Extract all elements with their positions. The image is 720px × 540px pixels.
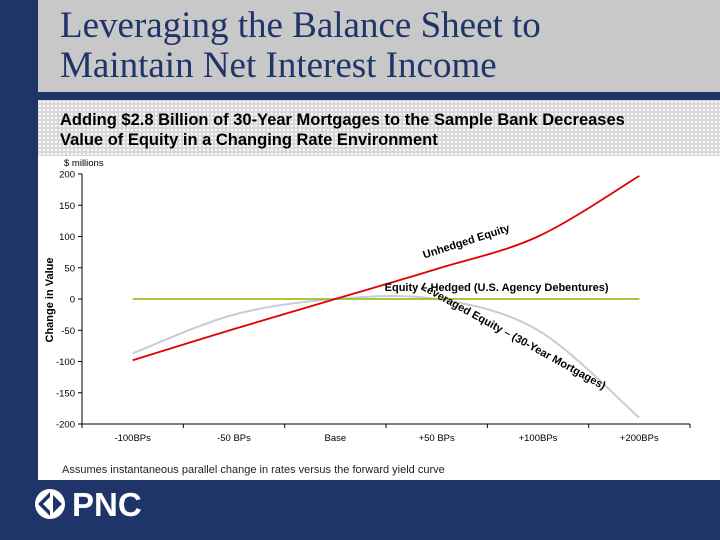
y-tick-label: -150 — [56, 388, 75, 399]
slide-title-line1: Leveraging the Balance Sheet to — [60, 5, 541, 46]
y-tick-label: 50 — [64, 263, 75, 274]
x-tick-label: +50 BPs — [419, 433, 455, 444]
x-tick-label: -50 BPs — [217, 433, 251, 444]
subtitle-band — [38, 100, 720, 156]
slide-subtitle-line1: Adding $2.8 Billion of 30-Year Mortgages… — [60, 111, 625, 129]
unit-label: $ millions — [64, 158, 104, 169]
y-tick-label: -200 — [56, 420, 75, 431]
y-tick-label: 200 — [59, 170, 75, 181]
slide-title-line2: Maintain Net Interest Income — [60, 45, 497, 86]
slide-title: Leveraging the Balance Sheet to Maintain… — [60, 6, 541, 86]
y-tick-label: -50 — [61, 326, 75, 337]
series-label-unhedged: Unhedged Equity — [422, 222, 513, 261]
series-label-hedged: Equity – Hedged (U.S. Agency Debentures) — [385, 282, 609, 294]
line-chart: 200 150 100 50 0 -50 -100 -150 -200 -100BPs -50 BP… — [56, 170, 691, 444]
x-tick-label: +100BPs — [519, 433, 558, 444]
x-tick-label: Base — [325, 433, 347, 444]
footnote: Assumes instantaneous parallel change in… — [62, 464, 445, 476]
series-label-leveraged: Leveraged Equity – (30-Year Mortgages) — [419, 281, 608, 393]
y-tick-label: -100 — [56, 357, 75, 368]
y-tick-label: 100 — [59, 232, 75, 243]
x-tick-label: +200BPs — [620, 433, 659, 444]
x-tick-label: -100BPs — [114, 433, 151, 444]
series-line-leveraged-equity-30-year-mortgages — [132, 295, 640, 419]
pnc-logo: PNC — [35, 486, 142, 523]
series-line-unhedged-equity — [132, 175, 640, 362]
slide-subtitle-line2: Value of Equity in a Changing Rate Envir… — [60, 131, 438, 149]
y-axis-label: Change in Value — [44, 257, 56, 343]
chart-area: 200 150 100 50 0 -50 -100 -150 -200 -100BPs -50 BP… — [38, 156, 720, 480]
y-tick-label: 0 — [70, 295, 75, 306]
y-tick-label: 150 — [59, 201, 75, 212]
pnc-logo-text: PNC — [72, 486, 142, 523]
title-band — [38, 0, 720, 92]
pnc-logo-icon — [35, 489, 65, 519]
slide-subtitle: Adding $2.8 Billion of 30-Year Mortgages… — [60, 110, 625, 150]
